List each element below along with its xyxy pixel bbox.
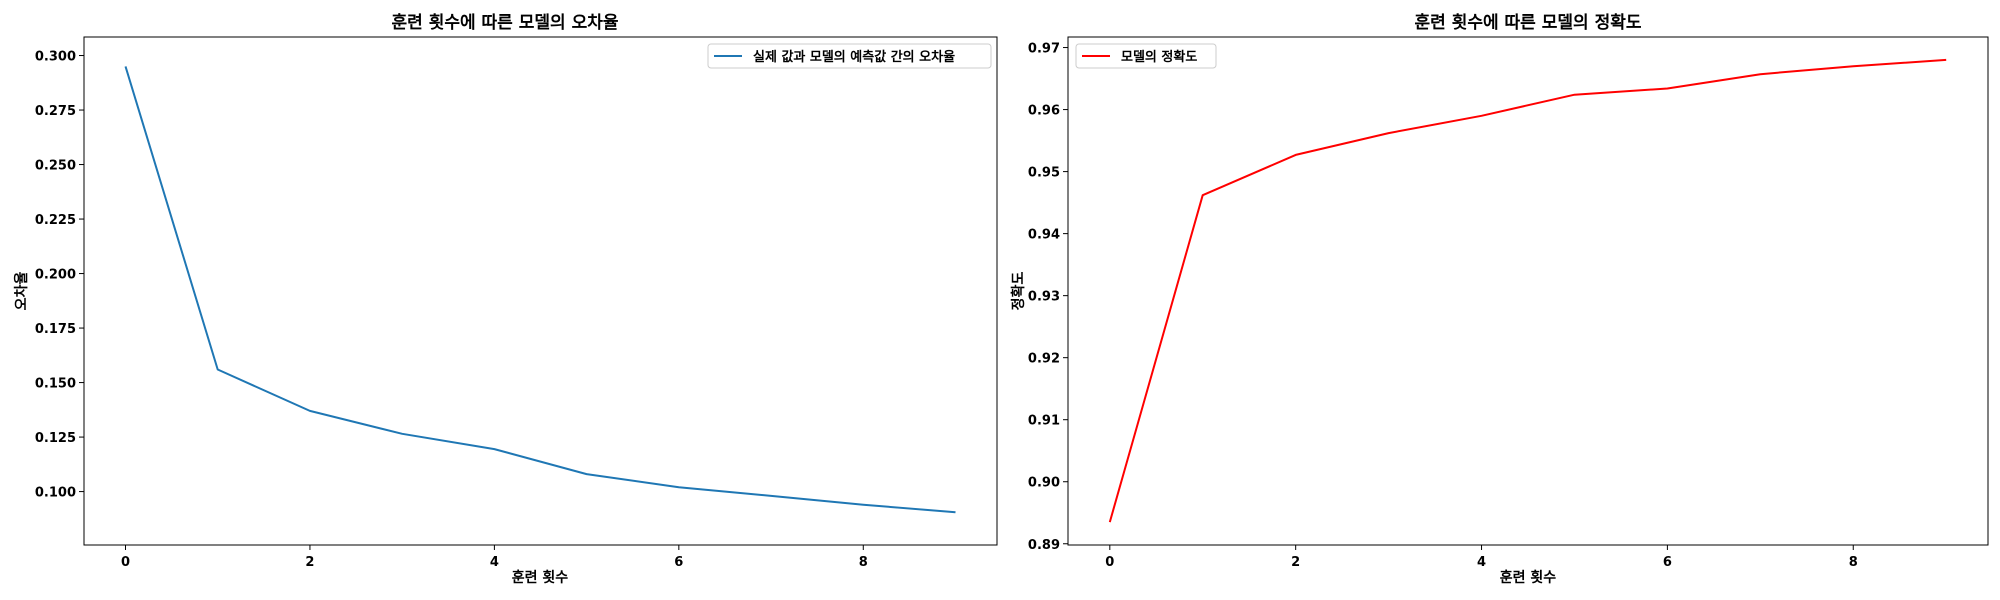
chart-title: 훈련 횟수에 따른 모델의 정확도: [1415, 12, 1642, 33]
plot-area: [83, 36, 998, 546]
series-layer: [1108, 58, 1947, 523]
y-axis: 0.100 0.125 0.150 0.175 0.200 0.225 0.250 0.275…: [35, 50, 84, 501]
y-tick-label: 0.100: [35, 486, 76, 501]
x-tick-label: 4: [1477, 555, 1486, 570]
series-line: [1108, 58, 1947, 523]
accuracy-chart: 훈련 횟수에 따른 모델의 정확도 0 2 4 6 8 0.89 0.90 0.91 0.92…: [1010, 12, 1989, 586]
y-axis: 0.89 0.90 0.91 0.92 0.93 0.94 0.95 0.96 0.97: [1028, 42, 1068, 553]
y-tick-label: 0.250: [35, 159, 76, 174]
x-tick-label: 0: [1105, 555, 1114, 570]
plot-area: [1067, 36, 1989, 546]
x-tick-label: 0: [121, 555, 130, 570]
x-axis: 0 2 4 6 8: [121, 545, 868, 570]
x-tick-label: 6: [1663, 555, 1672, 570]
y-tick-label: 0.125: [35, 431, 76, 446]
x-tick-label: 2: [305, 555, 314, 570]
legend-box: [1075, 43, 1217, 69]
y-tick-label: 0.97: [1028, 42, 1060, 57]
x-tick-label: 8: [859, 555, 868, 570]
y-tick-label: 0.300: [35, 50, 76, 65]
y-tick-label: 0.95: [1028, 166, 1060, 181]
legend: 실제 값과 모델의 예측값 간의 오차율: [707, 43, 992, 69]
y-tick-label: 0.175: [35, 322, 76, 337]
y-tick-label: 0.275: [35, 104, 76, 119]
series-line: [124, 66, 956, 514]
y-tick-label: 0.200: [35, 268, 76, 283]
x-axis: 0 2 4 6 8: [1105, 545, 1858, 570]
y-tick-label: 0.91: [1028, 414, 1060, 429]
y-tick-label: 0.96: [1028, 104, 1060, 119]
x-tick-label: 6: [674, 555, 683, 570]
x-tick-label: 2: [1291, 555, 1300, 570]
x-tick-label: 4: [490, 555, 499, 570]
y-tick-label: 0.150: [35, 377, 76, 392]
y-tick-label: 0.225: [35, 213, 76, 228]
legend-label: 모델의 정확도: [1121, 49, 1197, 65]
y-tick-label: 0.93: [1028, 290, 1060, 305]
legend: 모델의 정확도: [1075, 43, 1217, 69]
y-tick-label: 0.94: [1028, 228, 1060, 243]
y-tick-label: 0.90: [1028, 476, 1060, 491]
legend-label: 실제 값과 모델의 예측값 간의 오차율: [753, 49, 955, 65]
x-axis-label: 훈련 횟수: [1500, 569, 1557, 586]
series-layer: [124, 66, 956, 514]
y-axis-label: 오차율: [13, 272, 30, 311]
y-axis-label: 정확도: [1010, 272, 1027, 311]
chart-title: 훈련 횟수에 따른 모델의 오차율: [392, 12, 619, 33]
y-tick-label: 0.92: [1028, 352, 1060, 367]
x-tick-label: 8: [1849, 555, 1858, 570]
x-axis-label: 훈련 횟수: [512, 569, 569, 586]
y-tick-label: 0.89: [1028, 538, 1060, 553]
legend-box: [707, 43, 992, 69]
